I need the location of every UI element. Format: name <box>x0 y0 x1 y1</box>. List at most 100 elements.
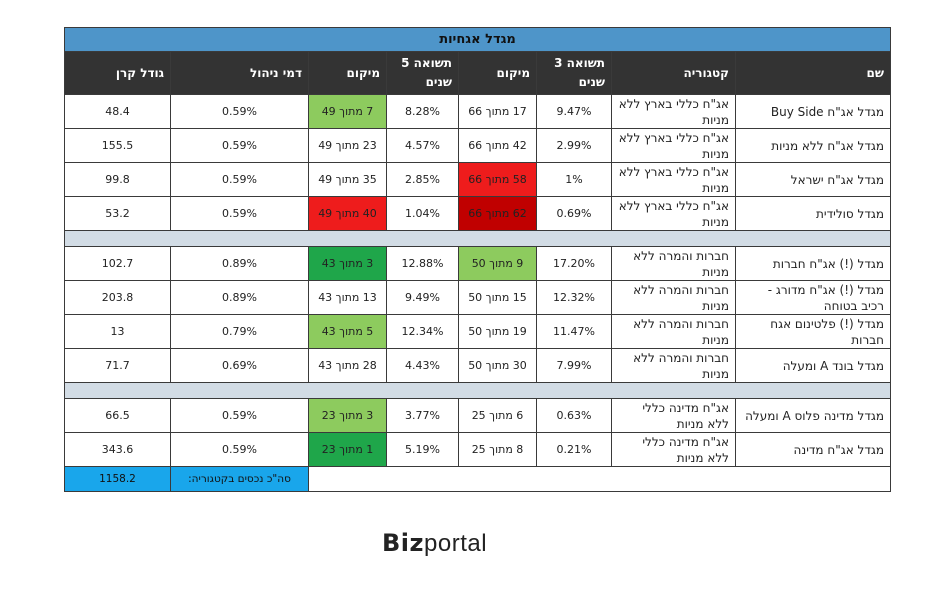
management-fee-cell: 0.59% <box>170 94 309 129</box>
header-rank-5y: מיקום <box>308 51 387 95</box>
rank-3y-cell: 17 מתוך 66 <box>458 94 537 129</box>
rank-3y-cell: 62 מתוך 66 <box>458 196 537 231</box>
return-3y-cell: 0.21% <box>536 432 612 467</box>
category-cell: אג"ח כללי בארץ ללא מניות <box>611 196 736 231</box>
rank-3y-cell: 58 מתוך 66 <box>458 162 537 197</box>
return-5y-cell: 4.57% <box>386 128 459 163</box>
header-fund-size: גודל קרן <box>64 51 171 95</box>
group-separator <box>64 382 891 399</box>
rank-5y-cell: 13 מתוך 43 <box>308 280 387 315</box>
rank-5y-cell: 40 מתוך 49 <box>308 196 387 231</box>
bizportal-logo: Bizportal <box>382 530 487 557</box>
management-fee-cell: 0.59% <box>170 196 309 231</box>
header-row: שם קטגוריה תשואה 3 שנים מיקום תשואה 5 שנ… <box>64 51 891 95</box>
fund-size-cell: 155.5 <box>64 128 171 163</box>
category-cell: אג"ח כללי בארץ ללא מניות <box>611 162 736 197</box>
fund-size-cell: 343.6 <box>64 432 171 467</box>
management-fee-cell: 0.89% <box>170 280 309 315</box>
table-row: מגדל אג"ח מדינה אג"ח מדינה כללי ללא מניות… <box>64 432 891 467</box>
management-fee-cell: 0.59% <box>170 128 309 163</box>
return-5y-cell: 4.43% <box>386 348 459 383</box>
management-fee-cell: 0.59% <box>170 162 309 197</box>
fund-size-cell: 53.2 <box>64 196 171 231</box>
fund-name-cell: מגדל אג"ח מדינה <box>735 432 891 467</box>
table-row: מגדל (!) אג"ח חברות חברות והמרה ללא מניות… <box>64 246 891 281</box>
header-name: שם <box>735 51 891 95</box>
rank-3y-cell: 42 מתוך 66 <box>458 128 537 163</box>
header-return-3y: תשואה 3 שנים <box>536 51 612 95</box>
rank-3y-cell: 6 מתוך 25 <box>458 398 537 433</box>
fund-name-cell: מגדל מדינה פלוס A ומעלה <box>735 398 891 433</box>
table-row: מגדל (!) פלטינום אגח חברות חברות והמרה לל… <box>64 314 891 349</box>
fund-name-cell: מגדל סולידית <box>735 196 891 231</box>
funds-table: מגדל אגחיות שם קטגוריה תשואה 3 שנים מיקו… <box>64 27 891 492</box>
return-5y-cell: 2.85% <box>386 162 459 197</box>
rank-5y-cell: 1 מתוך 23 <box>308 432 387 467</box>
fund-size-cell: 66.5 <box>64 398 171 433</box>
return-3y-cell: 0.63% <box>536 398 612 433</box>
return-5y-cell: 8.28% <box>386 94 459 129</box>
fund-name-cell: מגדל אג"ח Buy Side <box>735 94 891 129</box>
category-cell: אג"ח כללי בארץ ללא מניות <box>611 128 736 163</box>
fund-name-cell: מגדל (!) אג"ח חברות <box>735 246 891 281</box>
management-fee-cell: 0.89% <box>170 246 309 281</box>
title-row: מגדל אגחיות <box>64 27 891 52</box>
total-blank <box>308 466 891 492</box>
header-rank-3y: מיקום <box>458 51 537 95</box>
return-5y-cell: 12.88% <box>386 246 459 281</box>
return-3y-cell: 9.47% <box>536 94 612 129</box>
rank-5y-cell: 23 מתוך 49 <box>308 128 387 163</box>
separator-cell <box>64 382 891 399</box>
header-return-5y: תשואה 5 שנים <box>386 51 459 95</box>
rank-5y-cell: 3 מתוך 23 <box>308 398 387 433</box>
fund-size-cell: 102.7 <box>64 246 171 281</box>
category-cell: חברות והמרה ללא מניות <box>611 314 736 349</box>
group-separator <box>64 230 891 247</box>
category-cell: חברות והמרה ללא מניות <box>611 280 736 315</box>
return-3y-cell: 0.69% <box>536 196 612 231</box>
fund-name-cell: מגדל (!) פלטינום אגח חברות <box>735 314 891 349</box>
fund-size-cell: 71.7 <box>64 348 171 383</box>
rank-3y-cell: 9 מתוך 50 <box>458 246 537 281</box>
total-label: סה"כ נכסים בקטגוריה: <box>170 466 309 492</box>
separator-cell <box>64 230 891 247</box>
rank-5y-cell: 5 מתוך 43 <box>308 314 387 349</box>
rank-5y-cell: 35 מתוך 49 <box>308 162 387 197</box>
rank-3y-cell: 15 מתוך 50 <box>458 280 537 315</box>
fund-name-cell: מגדל (!) אג"ח מדורג - רכיב בטוחה <box>735 280 891 315</box>
header-management-fee: דמי ניהול <box>170 51 309 95</box>
management-fee-cell: 0.79% <box>170 314 309 349</box>
logo-light-text: portal <box>424 530 488 557</box>
management-fee-cell: 0.59% <box>170 432 309 467</box>
total-row: סה"כ נכסים בקטגוריה: 1158.2 <box>64 466 891 492</box>
fund-size-cell: 99.8 <box>64 162 171 197</box>
return-3y-cell: 1% <box>536 162 612 197</box>
logo-bold-text: Biz <box>382 529 424 557</box>
return-5y-cell: 9.49% <box>386 280 459 315</box>
rank-5y-cell: 28 מתוך 43 <box>308 348 387 383</box>
total-value: 1158.2 <box>64 466 171 492</box>
category-cell: חברות והמרה ללא מניות <box>611 246 736 281</box>
rank-3y-cell: 30 מתוך 50 <box>458 348 537 383</box>
return-5y-cell: 12.34% <box>386 314 459 349</box>
return-5y-cell: 5.19% <box>386 432 459 467</box>
fund-size-cell: 48.4 <box>64 94 171 129</box>
rank-3y-cell: 8 מתוך 25 <box>458 432 537 467</box>
fund-name-cell: מגדל בונד A ומעלה <box>735 348 891 383</box>
table-row: מגדל בונד A ומעלה חברות והמרה ללא מניות 7.… <box>64 348 891 383</box>
management-fee-cell: 0.59% <box>170 398 309 433</box>
table-row: מגדל סולידית אג"ח כללי בארץ ללא מניות 0.69… <box>64 196 891 231</box>
rank-3y-cell: 19 מתוך 50 <box>458 314 537 349</box>
return-5y-cell: 1.04% <box>386 196 459 231</box>
table-row: מגדל מדינה פלוס A ומעלה אג"ח מדינה כללי ל… <box>64 398 891 433</box>
category-cell: חברות והמרה ללא מניות <box>611 348 736 383</box>
return-3y-cell: 2.99% <box>536 128 612 163</box>
management-fee-cell: 0.69% <box>170 348 309 383</box>
table-row: מגדל (!) אג"ח מדורג - רכיב בטוחה חברות וה… <box>64 280 891 315</box>
table-body: מגדל אג"ח Buy Side אג"ח כללי בארץ ללא מני… <box>64 94 891 492</box>
rank-5y-cell: 7 מתוך 49 <box>308 94 387 129</box>
return-5y-cell: 3.77% <box>386 398 459 433</box>
return-3y-cell: 12.32% <box>536 280 612 315</box>
category-cell: אג"ח כללי בארץ ללא מניות <box>611 94 736 129</box>
fund-size-cell: 13 <box>64 314 171 349</box>
